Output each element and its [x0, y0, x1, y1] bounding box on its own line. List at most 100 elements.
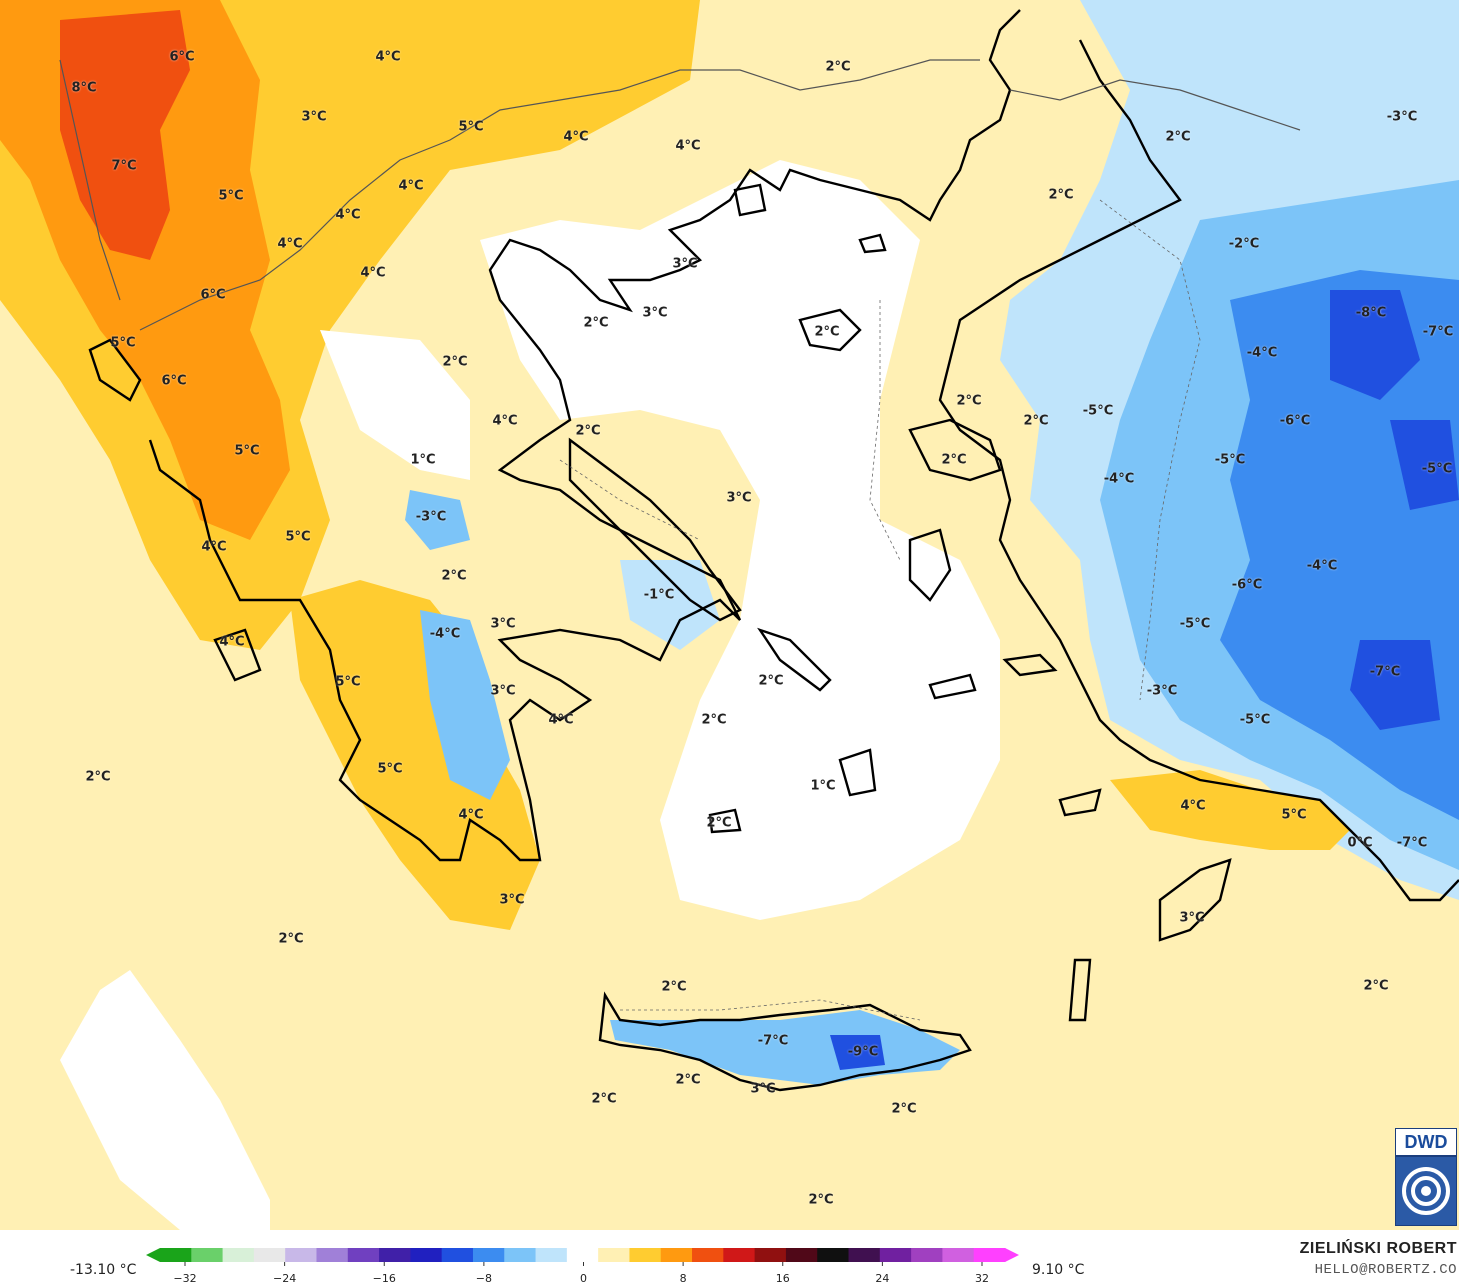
legend-tick-label: −8: [475, 1272, 492, 1285]
temperature-label: 0°C: [1347, 835, 1373, 851]
cold-core-1: [1330, 290, 1420, 400]
temperature-label: -5°C: [1082, 403, 1114, 419]
coastline-kos: [1058, 788, 1102, 817]
temperature-label: 3°C: [642, 305, 668, 321]
coastlines: [88, 9, 1459, 1092]
legend-swatch: [316, 1248, 349, 1262]
temperature-label: 1°C: [810, 778, 836, 794]
cold-spot-pindus: [405, 490, 470, 550]
temperature-label: 2°C: [825, 59, 851, 75]
temperature-label: 1°C: [410, 452, 436, 468]
dwd-logo-text: DWD: [1396, 1129, 1456, 1157]
legend-swatch: [973, 1248, 1006, 1262]
temperature-label: 5°C: [377, 761, 403, 777]
temperature-label: 2°C: [808, 1192, 834, 1208]
coastline-turkey-west: [938, 39, 1459, 902]
temperature-label: 2°C: [278, 931, 304, 947]
cold-spot-central: [620, 560, 720, 650]
temperature-label: 4°C: [335, 207, 361, 223]
temperature-label: 4°C: [375, 49, 401, 65]
hot-core: [60, 10, 190, 260]
legend-swatches: [146, 1248, 1019, 1262]
legend-tick-label: −16: [372, 1272, 396, 1285]
legend-tick-label: 32: [975, 1272, 989, 1285]
temperature-label: -7°C: [757, 1033, 789, 1049]
map-canvas: [0, 0, 1459, 1230]
coastline-ikaria: [928, 673, 977, 700]
legend-min-value: -13.10 °C: [70, 1262, 137, 1278]
legend-swatch: [160, 1248, 192, 1262]
legend-swatch: [848, 1248, 881, 1262]
cold-core-3: [1390, 420, 1459, 510]
temperature-label: -8°C: [1355, 305, 1387, 321]
legend-swatch: [191, 1248, 224, 1262]
temperature-label: -4°C: [1306, 558, 1338, 574]
legend-swatch: [754, 1248, 787, 1262]
temperature-label: 2°C: [814, 324, 840, 340]
cold-spot-peloponnese: [420, 610, 510, 800]
temperature-label: 8°C: [71, 80, 97, 96]
temperature-label: 3°C: [301, 109, 327, 125]
temperature-label: -4°C: [1246, 345, 1278, 361]
coastline-lesbos: [908, 418, 1002, 482]
coastline-lemnos: [798, 308, 862, 352]
legend-tick-label: −24: [273, 1272, 297, 1285]
legend-tick-label: −32: [173, 1272, 197, 1285]
temperature-label: -3°C: [415, 509, 447, 525]
temperature-label: 3°C: [1179, 910, 1205, 926]
neutral-zone-sw: [60, 970, 270, 1230]
temperature-label: 4°C: [201, 539, 227, 555]
legend-swatch: [472, 1248, 505, 1262]
coastline-rhodes: [1158, 858, 1232, 942]
temperature-label: -5°C: [1179, 616, 1211, 632]
legend-swatch: [566, 1248, 599, 1262]
coastline-karpathos: [1068, 958, 1092, 1022]
legend-swatch: [441, 1248, 474, 1262]
legend-tick-label: 8: [679, 1272, 687, 1285]
legend-swatch: [692, 1248, 724, 1262]
temperature-label: -4°C: [429, 626, 461, 642]
temperature-label: -6°C: [1279, 413, 1311, 429]
temperature-label: 2°C: [1023, 413, 1049, 429]
temperature-label: 5°C: [335, 674, 361, 690]
temperature-label: -3°C: [1146, 683, 1178, 699]
legend-swatch: [253, 1248, 286, 1262]
legend-swatch: [379, 1248, 411, 1262]
temperature-label: 2°C: [1363, 978, 1389, 994]
legend-swatch: [222, 1248, 255, 1262]
temperature-label: 6°C: [161, 373, 187, 389]
temperature-label: -2°C: [1228, 236, 1260, 252]
temperature-label: 4°C: [360, 265, 386, 281]
legend-swatch: [504, 1248, 537, 1262]
author-email: HELLO@ROBERTZ.CO: [1314, 1262, 1457, 1278]
isotherm-contour-3: [559, 459, 701, 541]
temperature-map: 6°C 8°C 7°C 5°C 4°C 6°C 5°C 6°C 5°C 4°C 5°C 4°C 3°C 4…: [0, 0, 1459, 1230]
temperature-label: 2°C: [706, 815, 732, 831]
temperature-label: 2°C: [583, 315, 609, 331]
coastline-kefalonia: [213, 628, 262, 682]
temperature-label: -7°C: [1396, 835, 1428, 851]
temperature-label: 2°C: [85, 769, 111, 785]
legend-arrow-left: [146, 1248, 160, 1262]
coastline-crete: [598, 991, 972, 1092]
dwd-swirl-icon: [1402, 1167, 1450, 1215]
border-greece-north: [139, 59, 980, 331]
dwd-logo: DWD: [1395, 1128, 1457, 1226]
author-name: ZIELIŃSKI ROBERT: [1299, 1240, 1457, 1257]
temperature-label: -4°C: [1103, 471, 1135, 487]
coastline-cyclades-andros: [757, 627, 832, 692]
coastline-cyclades-naxos: [838, 748, 877, 797]
coastline-chios: [908, 528, 952, 602]
temperature-label: 4°C: [219, 634, 245, 650]
coastline-samothrace: [858, 233, 887, 254]
legend-swatch: [347, 1248, 380, 1262]
legend-tick-label: 24: [875, 1272, 890, 1285]
legend-swatch: [629, 1248, 662, 1262]
temperature-label: 3°C: [750, 1081, 776, 1097]
color-scale-legend: [146, 1248, 1019, 1266]
temperature-label: 2°C: [1048, 187, 1074, 203]
temperature-label: 2°C: [701, 712, 727, 728]
legend-swatch: [410, 1248, 443, 1262]
temperature-label: 4°C: [1180, 798, 1206, 814]
temperature-label: 5°C: [1281, 807, 1307, 823]
